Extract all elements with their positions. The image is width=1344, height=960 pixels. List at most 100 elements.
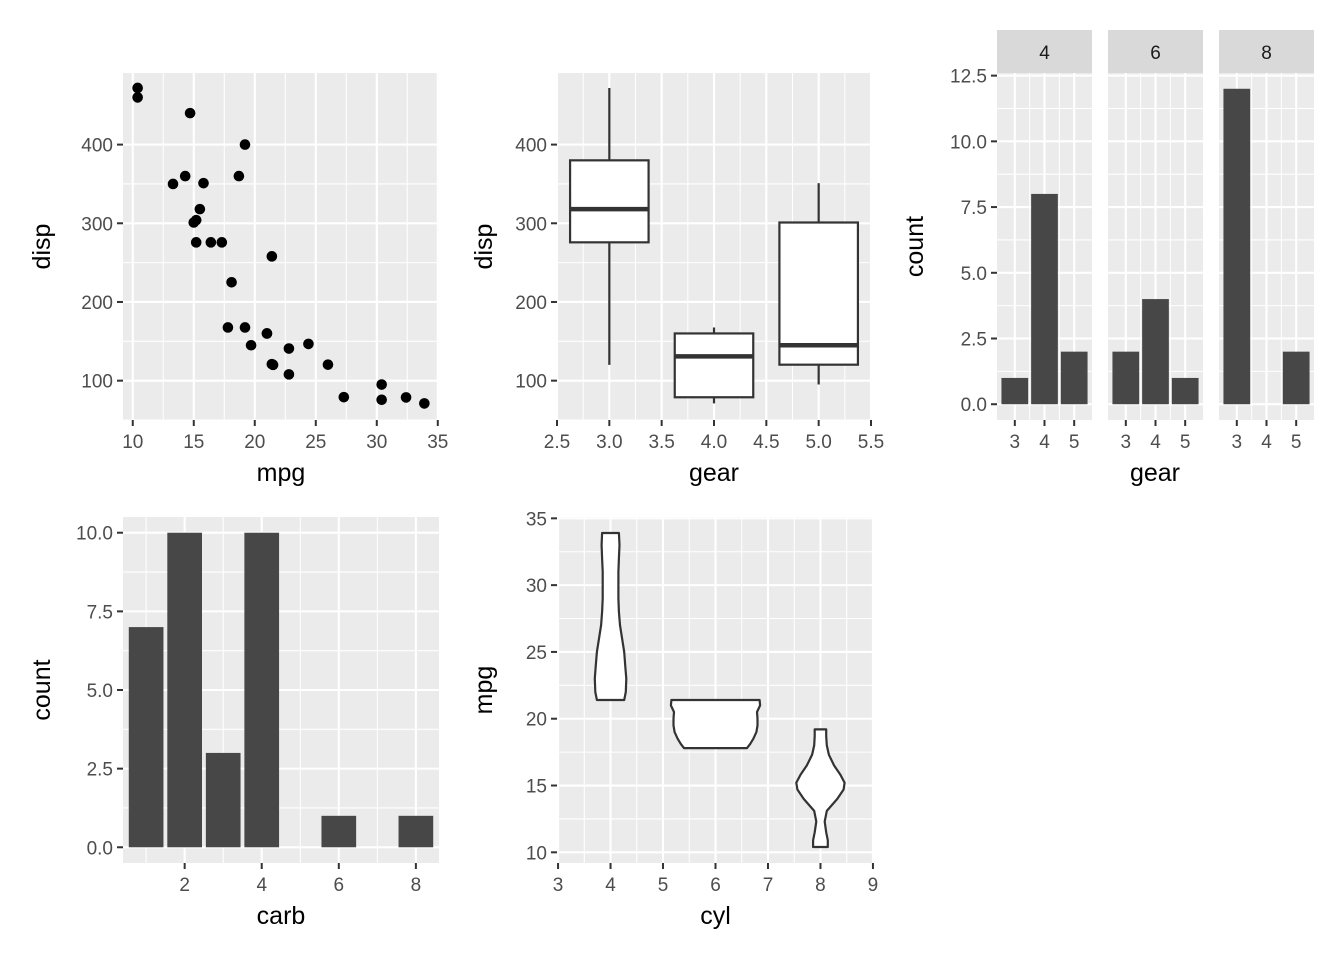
facet-y-title: count [901,216,929,277]
scatter-point [188,217,200,228]
carb-y-title: count [28,659,56,720]
scatter-point [376,394,387,406]
violin-shape [795,728,846,849]
facet-strip [997,30,1092,73]
facet-strip-label: 8 [1261,43,1272,64]
violin-y-tick-label: 20 [526,710,547,731]
violin-x-tick-label: 8 [815,875,826,896]
boxplot-y-tick-label: 400 [515,136,547,157]
facet-x-title: gear [1130,459,1180,487]
scatter-point [190,237,202,248]
facet-y-tick-label: 10.0 [950,132,987,153]
carb-x-tick-label: 4 [256,875,267,896]
scatter-point [222,322,234,333]
facet-x-tick-label: 3 [1010,432,1021,453]
violin-x-tick-label: 9 [868,875,879,896]
facet-x-tick-label: 4 [1150,432,1161,453]
scatter-point [283,343,295,354]
boxplot-y-tick-label: 100 [515,372,547,393]
scatter-point [376,379,387,390]
carb-y-tick-label: 5.0 [87,681,113,702]
boxplot-y-tick-label: 300 [515,214,547,235]
scatter-point [283,369,295,380]
facet-y-tick-label: 7.5 [961,198,987,219]
facet-bar [1001,377,1029,405]
boxplot-x-tick-label: 3.5 [648,432,674,453]
scatter-y-tick-label: 300 [81,214,113,235]
facet-strip [1219,30,1314,73]
facet-bar [1142,299,1169,405]
carb-x-tick-label: 8 [411,875,422,896]
facet-bar [1171,377,1199,405]
scatter-point [132,82,143,94]
scatter-point [266,358,278,370]
violin-x-tick-label: 6 [710,875,721,896]
scatter-point [167,178,179,190]
facet-x-tick-label: 3 [1121,432,1132,453]
carb-y-tick-label: 10.0 [76,524,113,545]
scatter-y-title: disp [28,224,56,270]
carb-x-tick-label: 6 [334,875,345,896]
boxplot-box [673,332,755,399]
boxplot-x-title: gear [689,459,739,487]
facet-y-tick-label: 5.0 [961,264,987,285]
scatter-x-tick-label: 25 [305,432,326,453]
carb-bar [398,815,434,848]
scatter-point [322,359,334,370]
violin-y-tick-label: 15 [526,777,547,798]
violin-shape [593,531,628,702]
scatter-point [179,170,191,182]
scatter-point [245,339,257,351]
violin-y-tick-label: 35 [526,509,547,530]
scatter-point [198,177,209,189]
boxplot-x-tick-label: 4.5 [753,432,779,453]
facet-y-tick-label: 2.5 [961,330,987,351]
boxplot-y-title: disp [470,224,498,270]
scatter-point [338,391,350,403]
boxplot-x-tick-label: 4.0 [701,432,727,453]
boxplot-box [568,159,650,244]
facet-x-tick-label: 4 [1261,432,1272,453]
carb-x-tick-label: 2 [179,875,190,896]
violin-y-title: mpg [470,666,498,715]
scatter-panel [123,73,439,420]
facet-bar [1282,351,1310,405]
scatter-x-tick-label: 30 [366,432,387,453]
violin-x-tick-label: 7 [763,875,774,896]
violin-shape [669,698,762,750]
facet-x-tick-label: 5 [1291,432,1302,453]
boxplot-x-tick-label: 5.0 [805,432,831,453]
carb-y-tick-label: 2.5 [87,760,113,781]
scatter-point [233,170,245,182]
carb-bar [321,815,357,848]
scatter-point [239,322,251,333]
carb-x-title: carb [257,902,306,930]
scatter-point [184,107,196,119]
violin-x-title: cyl [700,902,731,930]
violin-y-tick-label: 25 [526,643,547,664]
scatter-point [216,237,228,248]
violin-y-tick-label: 30 [526,576,547,597]
scatter-x-tick-label: 15 [183,432,204,453]
violin-x-tick-label: 5 [658,875,669,896]
facet-bar [1223,88,1251,405]
scatter-x-tick-label: 35 [427,432,448,453]
carb-y-tick-label: 7.5 [87,602,113,623]
violin-y-tick-label: 10 [526,843,547,864]
scatter-point [419,398,430,409]
violin-x-tick-label: 3 [553,875,564,896]
scatter-point [266,251,278,262]
scatter-x-tick-label: 20 [244,432,265,453]
carb-bar [167,532,202,848]
facet-y-tick-label: 0.0 [961,395,987,416]
boxplot-y-tick-label: 200 [515,293,547,314]
carb-bar [205,752,241,848]
boxplot-x-tick-label: 3.0 [596,432,622,453]
scatter-y-tick-label: 400 [81,136,113,157]
facet-x-tick-label: 4 [1039,432,1050,453]
facet-bar [1060,351,1088,405]
scatter-y-tick-label: 100 [81,372,113,393]
boxplot-x-tick-label: 2.5 [544,432,570,453]
scatter-point [303,338,314,350]
